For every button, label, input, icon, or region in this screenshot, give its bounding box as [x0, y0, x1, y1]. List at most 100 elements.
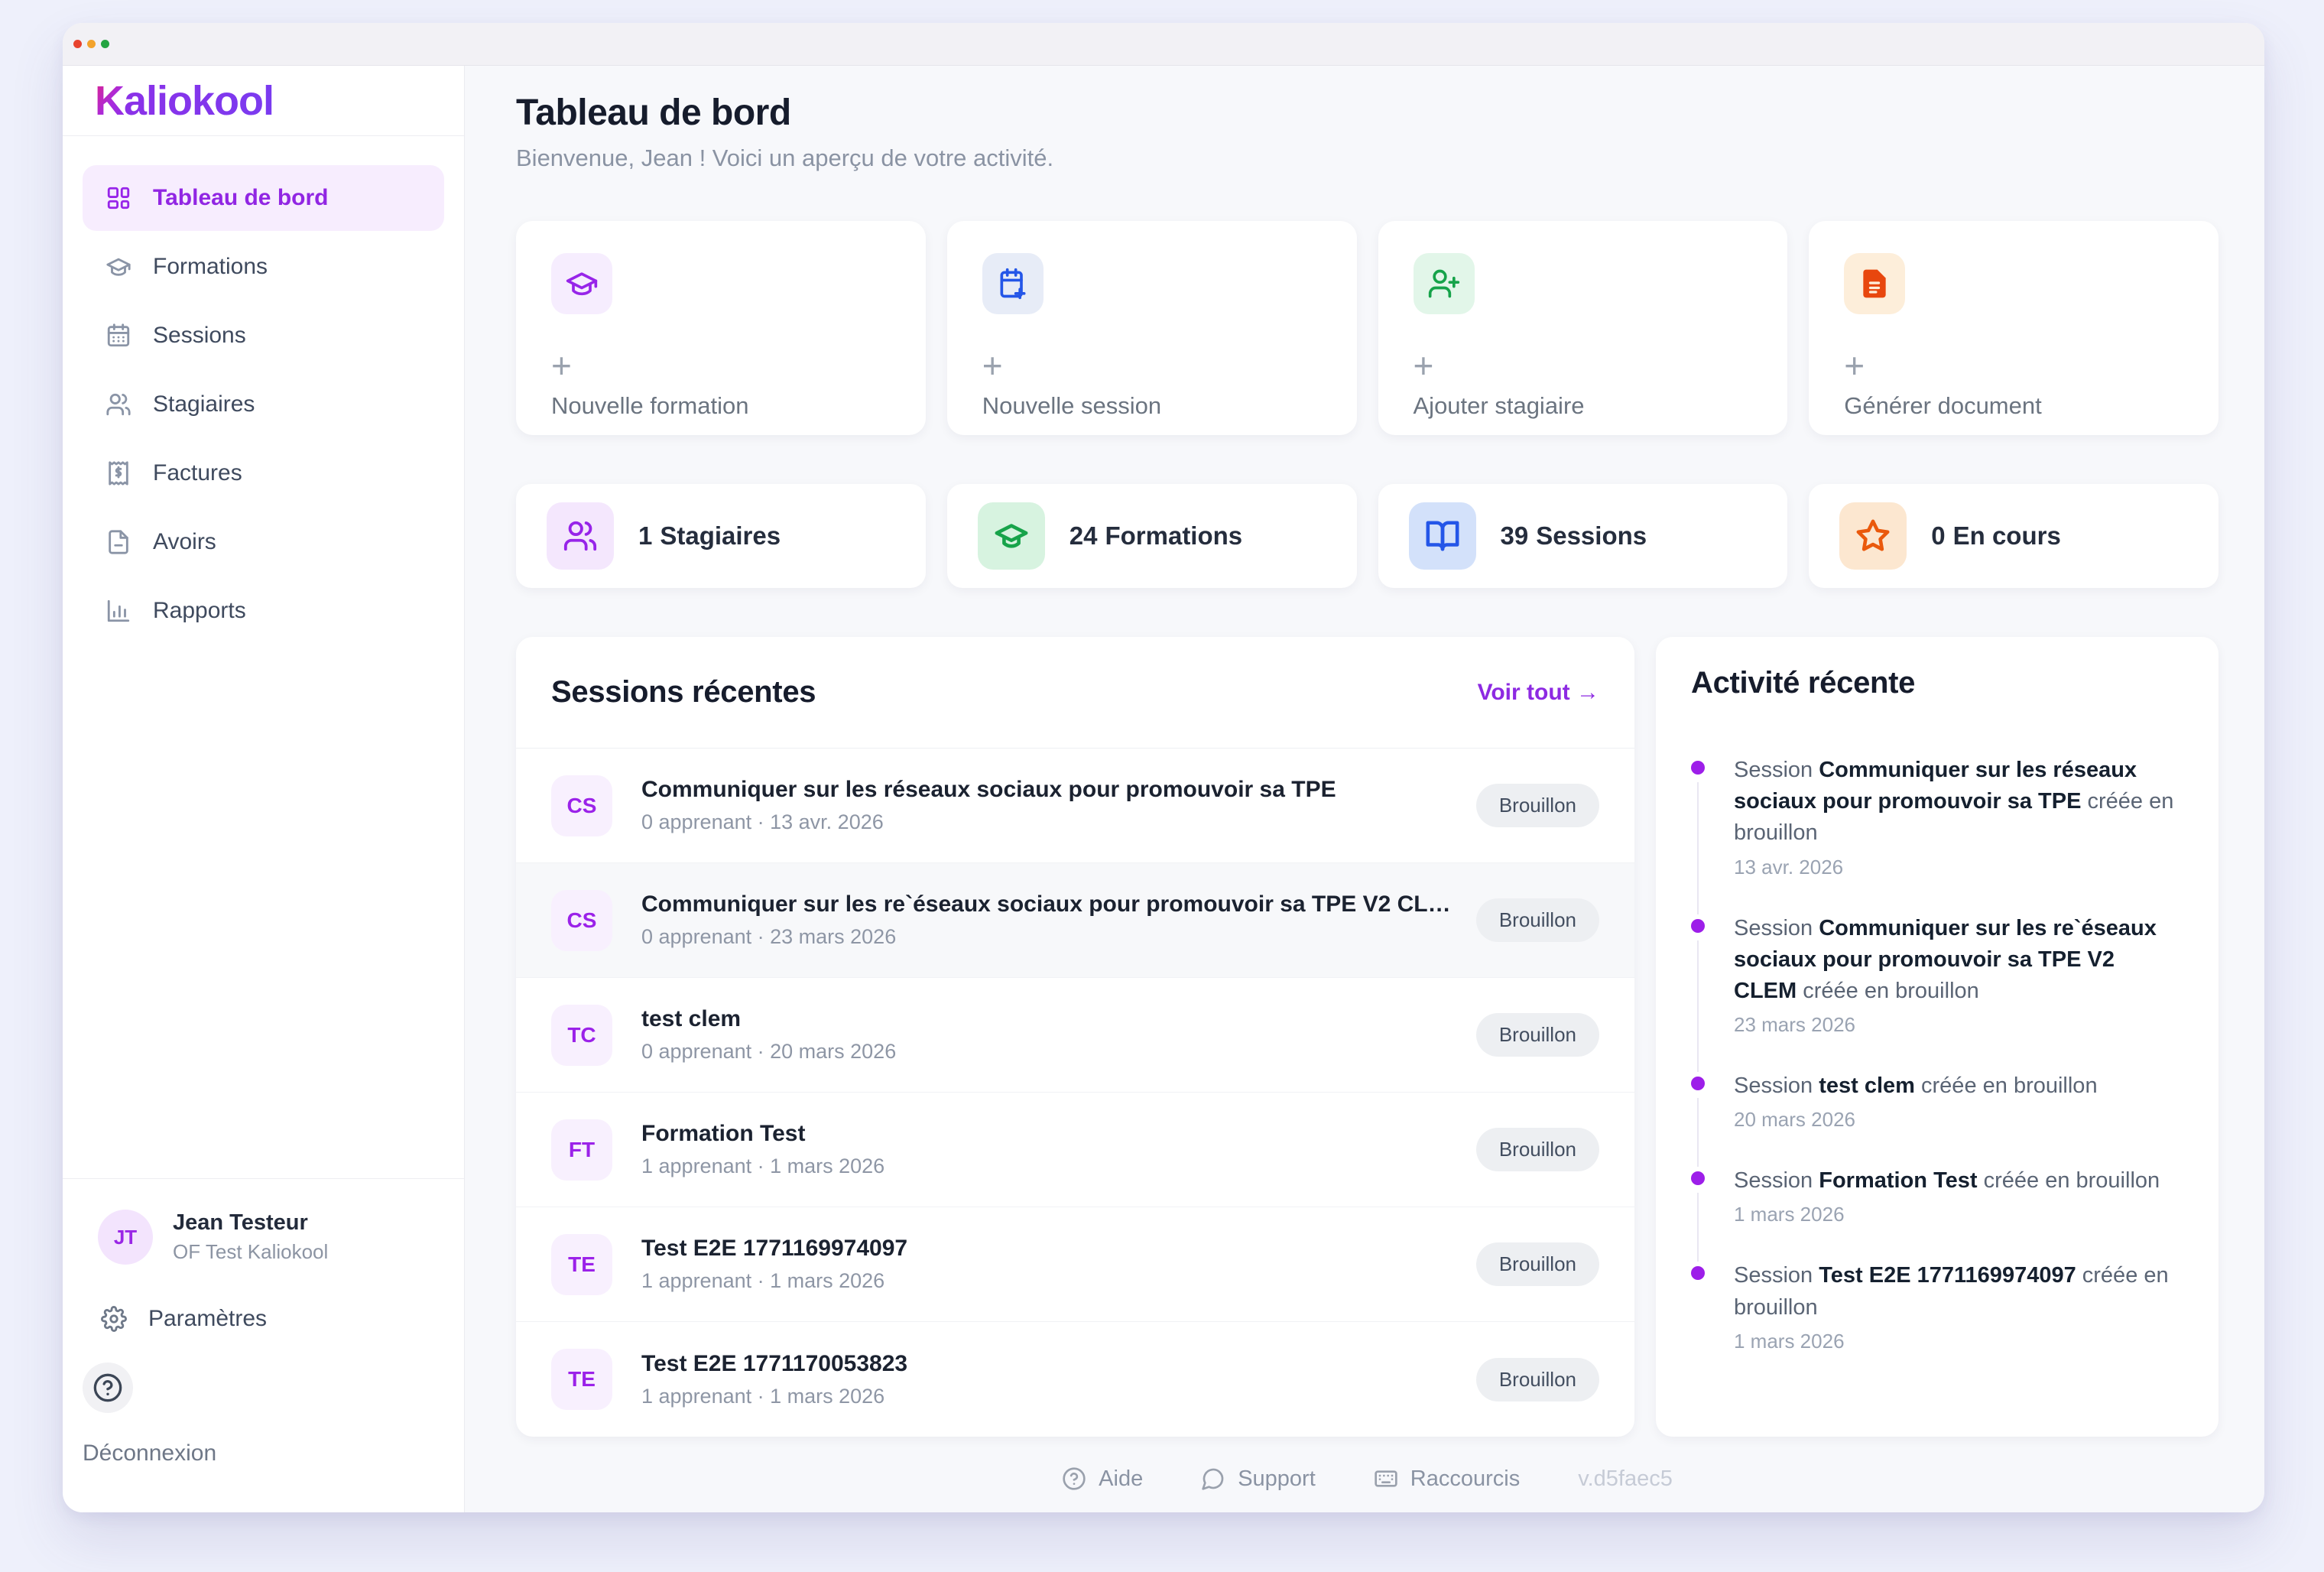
page-subtitle: Bienvenue, Jean ! Voici un aperçu de vot…	[516, 145, 1054, 171]
session-initials: FT	[551, 1119, 612, 1181]
action-label: Nouvelle formation	[551, 392, 749, 419]
stat-value: 24	[1069, 521, 1098, 550]
recent-sessions-panel: Sessions récentes Voir tout → CS Communi…	[516, 637, 1634, 1437]
sidebar-item-stagiaires[interactable]: Stagiaires	[83, 372, 444, 437]
stat-label: Sessions	[1536, 521, 1647, 550]
session-title: Communiquer sur les réseaux sociaux pour…	[641, 777, 1336, 802]
sidebar-item-sessions[interactable]: Sessions	[83, 303, 444, 369]
sidebar-item-avoirs[interactable]: Avoirs	[83, 509, 444, 575]
session-row[interactable]: TC test clem 0 apprenant · 20 mars 2026 …	[516, 978, 1634, 1093]
calendar-plus-icon	[1000, 268, 1026, 300]
chat-bubble-icon	[1202, 1468, 1224, 1490]
sidebar-item-factures[interactable]: Factures	[83, 440, 444, 506]
help-button[interactable]	[83, 1363, 133, 1413]
activity-item: Session Communiquer sur les réseaux soci…	[1691, 755, 2183, 914]
stat-formations: 24 Formations	[946, 484, 1357, 588]
session-title: Test E2E 1771170053823	[641, 1350, 908, 1376]
session-row[interactable]: TE Test E2E 1771170053823 1 apprenant · …	[516, 1322, 1634, 1437]
footer: Aide Support Raccourcis v.d5faec5	[516, 1453, 2219, 1504]
quick-actions: + Nouvelle formation + Nouvelle session …	[516, 221, 2219, 435]
session-initials: TE	[551, 1349, 612, 1410]
add-stagiaire-card[interactable]: + Ajouter stagiaire	[1378, 221, 1788, 435]
sidebar-item-rapports[interactable]: Rapports	[83, 578, 444, 644]
status-badge: Brouillon	[1475, 1242, 1599, 1286]
help-link[interactable]: Aide	[1062, 1466, 1143, 1492]
sidebar-item-label: Sessions	[153, 323, 246, 348]
app-window: Kaliokool Tableau de bord Formations Ses…	[63, 23, 2264, 1512]
activity-date: 13 avr. 2026	[1734, 855, 1844, 879]
user-plus-icon	[1428, 269, 1459, 298]
users-icon	[563, 521, 597, 551]
bar-chart-icon	[107, 599, 130, 622]
minimize-window-button[interactable]	[87, 40, 96, 48]
activity-timeline: Session Communiquer sur les réseaux soci…	[1656, 729, 2219, 1353]
sidebar-item-formations[interactable]: Formations	[83, 234, 444, 300]
status-badge: Brouillon	[1475, 1013, 1599, 1057]
session-initials: TE	[551, 1233, 612, 1295]
user-profile[interactable]: JT Jean Testeur OF Test Kaliokool	[98, 1210, 444, 1265]
support-link[interactable]: Support	[1201, 1466, 1316, 1492]
help-circle-icon	[93, 1373, 122, 1402]
session-meta: 1 apprenant · 1 mars 2026	[641, 1269, 885, 1292]
sidebar-user-section: JT Jean Testeur OF Test Kaliokool Paramè…	[63, 1178, 464, 1512]
session-meta: 1 apprenant · 1 mars 2026	[641, 1155, 885, 1177]
session-meta: 1 apprenant · 1 mars 2026	[641, 1384, 885, 1408]
session-row[interactable]: FT Formation Test 1 apprenant · 1 mars 2…	[516, 1093, 1634, 1207]
session-initials: TC	[551, 1004, 612, 1066]
session-initials: CS	[551, 775, 612, 836]
timeline-dot-icon	[1691, 1077, 1705, 1091]
users-icon	[106, 393, 131, 416]
graduation-cap-icon	[566, 272, 598, 296]
activity-date: 20 mars 2026	[1734, 1108, 1855, 1132]
sidebar-item-label: Formations	[153, 254, 268, 279]
session-row[interactable]: TE Test E2E 1771169974097 1 apprenant · …	[516, 1207, 1634, 1322]
session-title: Formation Test	[641, 1121, 806, 1146]
view-all-link[interactable]: Voir tout →	[1477, 679, 1599, 705]
shortcuts-link[interactable]: Raccourcis	[1374, 1466, 1520, 1492]
close-window-button[interactable]	[73, 40, 82, 48]
stat-value: 39	[1500, 521, 1529, 550]
stat-stagiaires: 1 Stagiaires	[516, 484, 926, 588]
new-session-card[interactable]: + Nouvelle session	[946, 221, 1357, 435]
sidebar-item-tableau-de-bord[interactable]: Tableau de bord	[83, 165, 444, 231]
gear-icon	[101, 1306, 127, 1332]
sidebar-item-label: Stagiaires	[153, 391, 255, 417]
plus-icon: +	[1413, 346, 1434, 385]
star-icon	[1856, 519, 1890, 551]
stat-en-cours: 0 En cours	[1809, 484, 2219, 588]
sidebar-item-label: Rapports	[153, 598, 246, 623]
stat-value: 0	[1931, 521, 1946, 550]
graduation-cap-icon	[106, 258, 131, 276]
user-name: Jean Testeur	[173, 1210, 308, 1235]
generate-document-card[interactable]: + Générer document	[1809, 221, 2219, 435]
new-formation-card[interactable]: + Nouvelle formation	[516, 221, 926, 435]
settings-label: Paramètres	[148, 1306, 268, 1331]
logout-link[interactable]: Déconnexion	[83, 1440, 217, 1466]
dashboard-icon	[107, 187, 130, 209]
sidebar: Kaliokool Tableau de bord Formations Ses…	[63, 66, 465, 1512]
app-version: v.d5faec5	[1578, 1466, 1673, 1491]
session-meta: 0 apprenant · 20 mars 2026	[641, 1040, 897, 1063]
calendar-icon	[107, 323, 130, 347]
stat-cards: 1 Stagiaires 24 Formations 39 Sessions	[516, 484, 2219, 588]
session-row[interactable]: CS Communiquer sur les réseaux sociaux p…	[516, 749, 1634, 863]
app-logo[interactable]: Kaliokool	[63, 66, 464, 136]
activity-item: Session test clem créée en brouillon 20 …	[1691, 1070, 2183, 1168]
keyboard-icon	[1375, 1470, 1397, 1487]
timeline-dot-icon	[1691, 1266, 1705, 1281]
activity-item: Session Communiquer sur les re`éseaux so…	[1691, 913, 2183, 1073]
help-circle-icon	[1063, 1467, 1086, 1490]
zoom-window-button[interactable]	[101, 40, 109, 48]
activity-date: 1 mars 2026	[1734, 1203, 1845, 1226]
main-content: Tableau de bord Bienvenue, Jean ! Voici …	[465, 66, 2264, 1512]
status-badge: Brouillon	[1475, 1128, 1599, 1171]
sidebar-item-parametres[interactable]: Paramètres	[101, 1306, 444, 1332]
plus-icon: +	[1844, 346, 1865, 385]
window-titlebar	[63, 23, 2264, 66]
session-row[interactable]: CS Communiquer sur les re`éseaux sociaux…	[516, 863, 1634, 978]
recent-activity-title: Activité récente	[1691, 665, 1916, 700]
session-list: CS Communiquer sur les réseaux sociaux p…	[516, 749, 1634, 1437]
receipt-icon	[109, 461, 128, 486]
activity-date: 1 mars 2026	[1734, 1329, 1845, 1353]
session-initials: CS	[551, 889, 612, 951]
